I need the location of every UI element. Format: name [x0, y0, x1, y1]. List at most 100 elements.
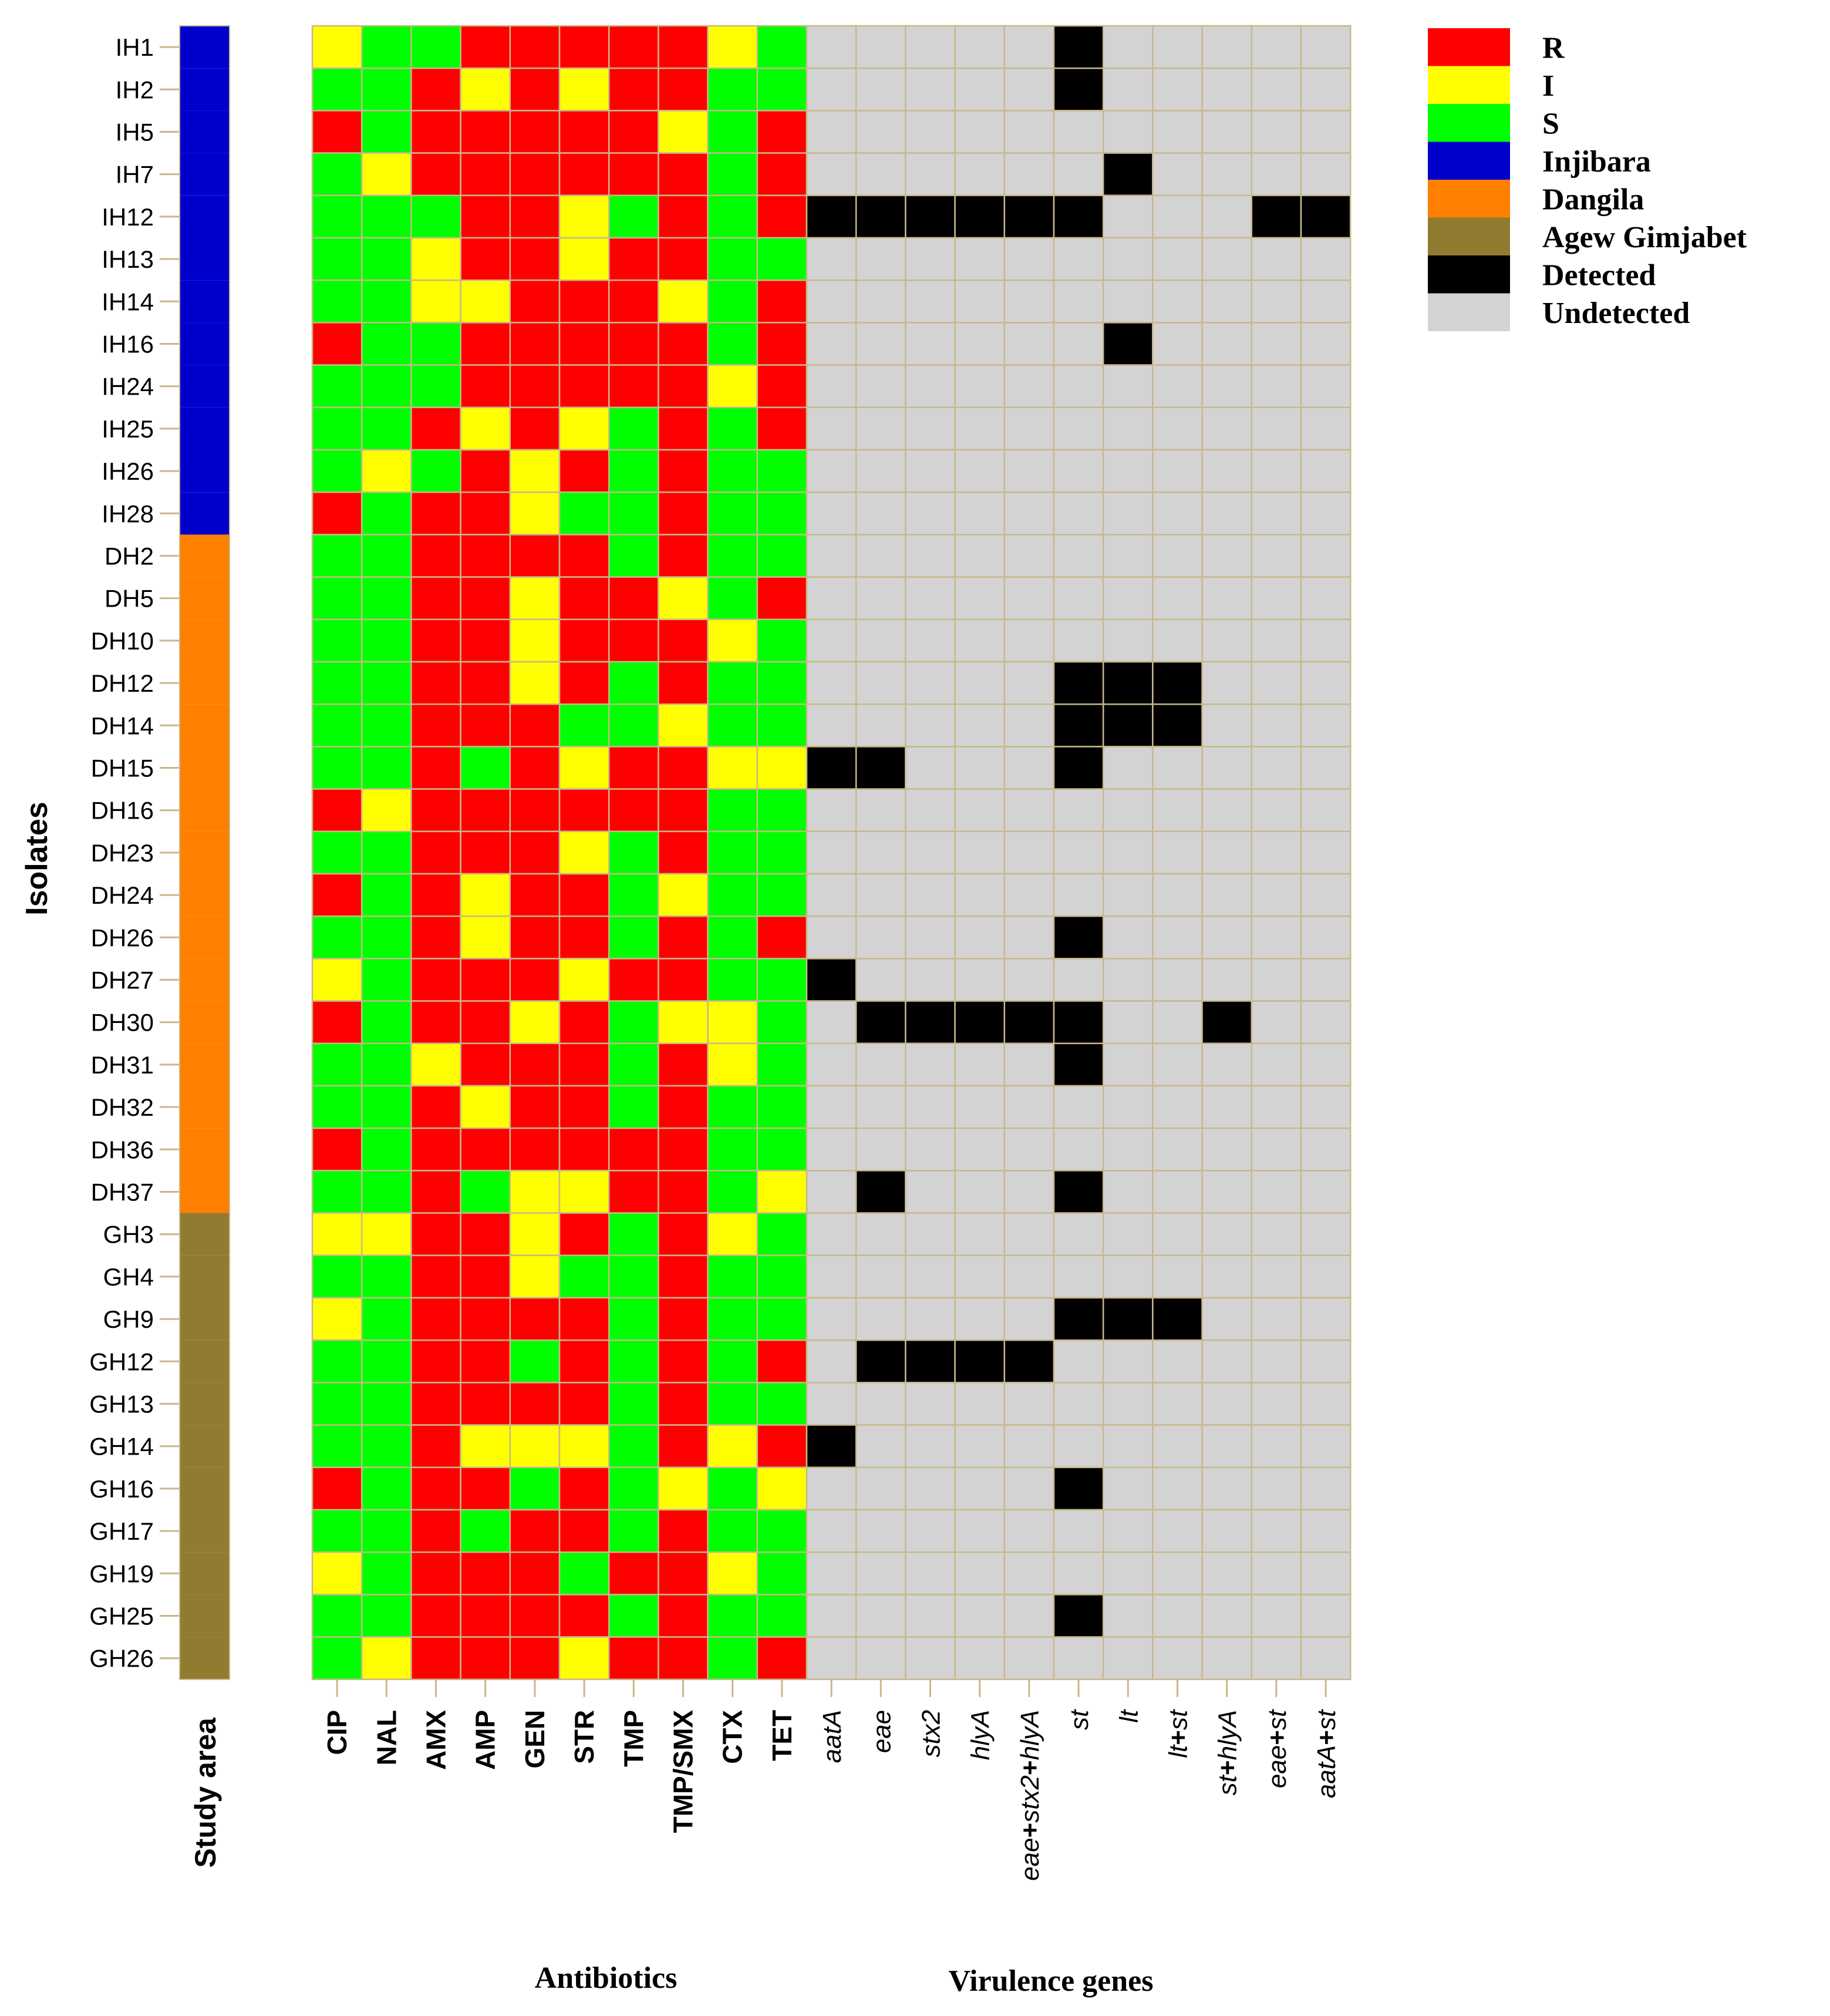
antibiotic-cell — [558, 1594, 610, 1638]
antibiotic-cell — [707, 364, 759, 409]
virulence-gene-cell — [905, 618, 956, 663]
antibiotic-cell — [460, 322, 511, 366]
legend-label: R — [1542, 31, 1565, 65]
row-label: DH2 — [105, 543, 154, 570]
study-area-cell — [180, 1552, 230, 1595]
virulence-gene-cell — [1251, 364, 1302, 409]
virulence-gene-cell — [1102, 1170, 1154, 1214]
virulence-gene-cell — [855, 1212, 906, 1257]
antibiotic-cell — [608, 958, 659, 1002]
virulence-gene-cell — [1003, 1297, 1055, 1341]
virulence-gene-cell — [1053, 449, 1104, 493]
antibiotic-cell — [311, 1636, 363, 1681]
virulence-gene-cell — [1102, 67, 1154, 112]
antibiotic-cell — [558, 618, 610, 663]
virulence-gene-cell — [855, 958, 906, 1002]
virulence-gene-cell — [1102, 194, 1154, 239]
virulence-gene-cell — [905, 1297, 956, 1341]
virulence-gene-cell — [905, 703, 956, 748]
virulence-gene-cell — [855, 1636, 906, 1681]
row-label: GH25 — [89, 1603, 154, 1630]
virulence-gene-cell — [806, 958, 857, 1002]
antibiotic-cell — [410, 873, 461, 917]
antibiotic-cell — [756, 1127, 808, 1172]
antibiotic-cell — [410, 279, 461, 324]
antibiotic-cell — [608, 534, 659, 578]
antibiotic-cell — [311, 406, 363, 451]
antibiotic-cell — [756, 830, 808, 875]
virulence-gene-cell — [1300, 279, 1352, 324]
virulence-gene-column-label: lt — [1114, 1709, 1143, 1723]
virulence-gene-cell — [1251, 1085, 1302, 1129]
virulence-gene-cell — [1053, 491, 1104, 536]
antibiotic-cell — [658, 1042, 709, 1087]
antibiotic-cell — [707, 1170, 759, 1214]
virulence-gene-cell — [1152, 1042, 1203, 1087]
antibiotic-cell — [658, 1297, 709, 1341]
virulence-gene-cell — [806, 449, 857, 493]
virulence-gene-cell — [1102, 1254, 1154, 1299]
antibiotic-column-label: GEN — [520, 1710, 550, 1769]
virulence-gene-cell — [1300, 703, 1352, 748]
antibiotic-cell — [658, 1636, 709, 1681]
virulence-gene-cell — [1201, 406, 1253, 451]
row-label: GH19 — [89, 1560, 154, 1587]
virulence-gene-cell — [1201, 1424, 1253, 1469]
virulence-gene-cell — [1152, 576, 1203, 621]
antibiotic-cell — [360, 364, 412, 409]
virulence-gene-cell — [1300, 449, 1352, 493]
antibiotic-cell — [707, 110, 759, 154]
virulence-gene-cell — [806, 1127, 857, 1172]
virulence-gene-cell — [1251, 661, 1302, 705]
antibiotic-cell — [558, 1212, 610, 1257]
virulence-gene-cell — [1152, 152, 1203, 197]
virulence-gene-cell — [806, 67, 857, 112]
antibiotic-cell — [509, 958, 561, 1002]
virulence-gene-cell — [1251, 873, 1302, 917]
antibiotic-cell — [707, 1594, 759, 1638]
virulence-gene-cell — [1201, 1127, 1253, 1172]
antibiotic-cell — [658, 194, 709, 239]
antibiotic-cell — [756, 873, 808, 917]
antibiotic-cell — [311, 1254, 363, 1299]
virulence-gene-cell — [954, 491, 1006, 536]
antibiotic-cell — [658, 576, 709, 621]
row-label: DH12 — [91, 669, 154, 697]
virulence-gene-cell — [1201, 1212, 1253, 1257]
antibiotic-cell — [756, 237, 808, 281]
virulence-gene-cell — [1300, 1000, 1352, 1045]
virulence-gene-cell — [1201, 830, 1253, 875]
virulence-gene-cell — [1003, 534, 1055, 578]
virulence-gene-cell — [954, 915, 1006, 960]
study-area-cell — [180, 322, 230, 365]
virulence-gene-cell — [1251, 1212, 1302, 1257]
virulence-gene-cell — [1053, 703, 1104, 748]
virulence-gene-cell — [1003, 1594, 1055, 1638]
antibiotic-cell — [360, 406, 412, 451]
row-label: IH26 — [102, 457, 154, 485]
antibiotic-cell — [311, 746, 363, 790]
antibiotic-cell — [756, 152, 808, 197]
antibiotic-cell — [509, 279, 561, 324]
antibiotic-cell — [509, 322, 561, 366]
virulence-gene-cell — [1003, 152, 1055, 197]
virulence-gene-column-label: aatA+st — [1312, 1709, 1341, 1798]
antibiotic-cell — [608, 67, 659, 112]
antibiotic-cell — [460, 1127, 511, 1172]
virulence-gene-cell — [1300, 25, 1352, 69]
virulence-gene-cell — [806, 1339, 857, 1384]
virulence-gene-cell — [806, 618, 857, 663]
antibiotic-cell — [756, 1000, 808, 1045]
virulence-gene-cell — [1251, 322, 1302, 366]
virulence-gene-cell — [1102, 1127, 1154, 1172]
virulence-gene-cell — [855, 873, 906, 917]
virulence-gene-cell — [855, 449, 906, 493]
antibiotic-cell — [707, 194, 759, 239]
virulence-gene-cell — [1201, 1466, 1253, 1511]
antibiotic-cell — [707, 1085, 759, 1129]
virulence-gene-cell — [1201, 194, 1253, 239]
virulence-gene-cell — [855, 661, 906, 705]
virulence-gene-cell — [1003, 1551, 1055, 1596]
antibiotic-cell — [360, 25, 412, 69]
antibiotic-cell — [658, 830, 709, 875]
